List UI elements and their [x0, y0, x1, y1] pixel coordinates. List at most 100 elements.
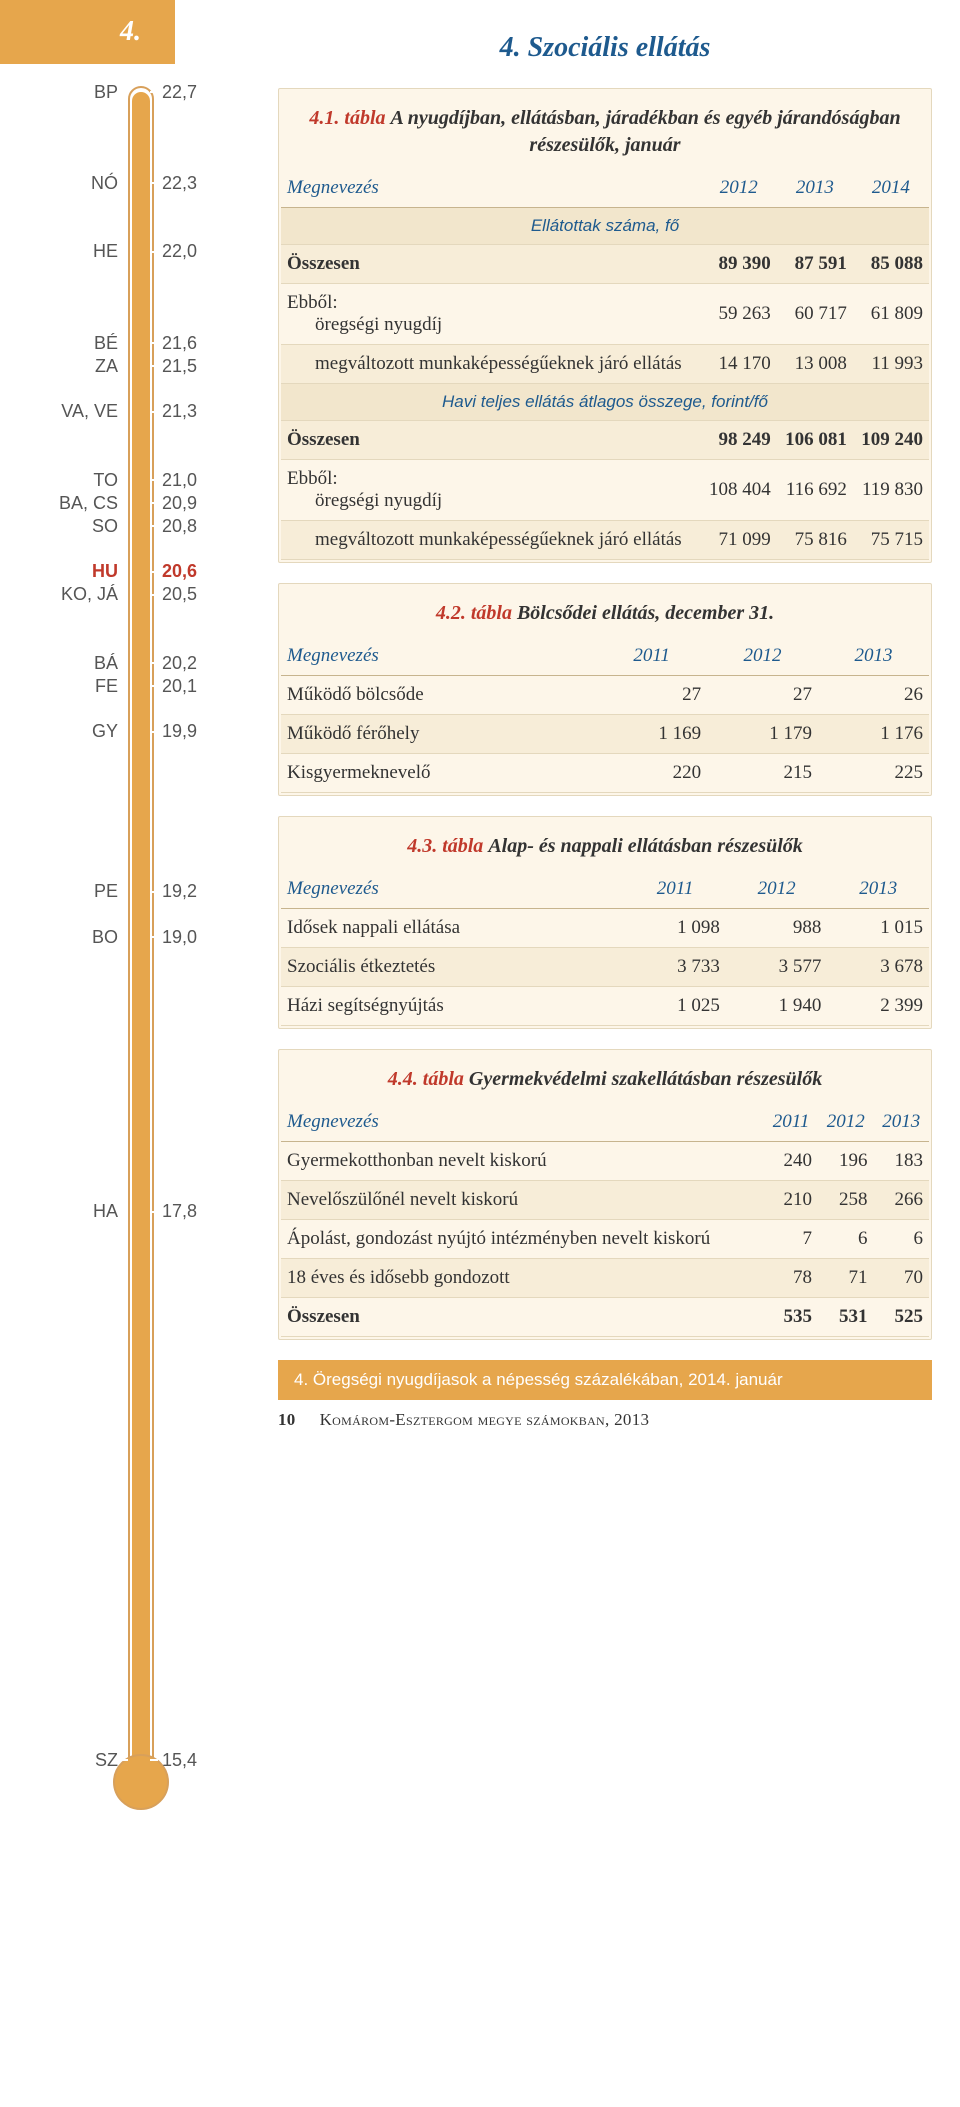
tick-label-left: HA	[93, 1201, 118, 1222]
row-label: Ebből:öregségi nyugdíj	[281, 460, 701, 521]
col-header: 2012	[818, 1103, 873, 1142]
col-header: 2012	[701, 169, 777, 208]
main-title: 4. Szociális ellátás	[278, 32, 932, 64]
tick-label-right: 21,3	[162, 401, 197, 422]
row-label: Gyermekotthonban nevelt kiskorú	[281, 1142, 764, 1181]
row-label: Ápolást, gondozást nyújtó intézményben n…	[281, 1220, 764, 1259]
tick-label-left: HE	[93, 241, 118, 262]
col-header: Megnevezés	[281, 169, 701, 208]
table-4-1-block: 4.1. tábla A nyugdíjban, ellátásban, jár…	[278, 88, 932, 563]
page-number: 10	[278, 1410, 296, 1430]
table-row: Ápolást, gondozást nyújtó intézményben n…	[281, 1220, 929, 1259]
tick-label-left: BP	[94, 82, 118, 103]
cell: 71	[818, 1259, 873, 1298]
cell: 119 830	[853, 460, 929, 521]
table-4-3-caption: 4.3. tábla Alap- és nappali ellátásban r…	[281, 833, 929, 860]
cell: 75 816	[777, 521, 853, 560]
table-row: Szociális étkeztetés3 7333 5773 678	[281, 948, 929, 987]
tick-label-right: 22,0	[162, 241, 197, 262]
cell: 220	[596, 754, 707, 793]
tick-label-left: ZA	[95, 356, 118, 377]
col-header: 2013	[873, 1103, 929, 1142]
cell: 1 098	[624, 909, 726, 948]
tick-label-right: 22,3	[162, 173, 197, 194]
table-4-3: Megnevezés201120122013Idősek nappali ell…	[281, 870, 929, 1026]
cell: 210	[764, 1181, 818, 1220]
cell: 266	[873, 1181, 929, 1220]
cell: 60 717	[777, 284, 853, 345]
col-header: Megnevezés	[281, 1103, 764, 1142]
cell: 1 015	[827, 909, 929, 948]
col-header: Megnevezés	[281, 637, 596, 676]
cell: 98 249	[701, 421, 777, 460]
tick-label-right: 17,8	[162, 1201, 197, 1222]
tick-label-left: NÓ	[91, 173, 118, 194]
cell: 13 008	[777, 345, 853, 384]
cell: 27	[596, 676, 707, 715]
cell: 3 678	[827, 948, 929, 987]
cell: 258	[818, 1181, 873, 1220]
cell: 1 176	[818, 715, 929, 754]
row-label: megváltozott munkaképességűeknek járó el…	[281, 345, 701, 384]
col-header: 2014	[853, 169, 929, 208]
table-row: Működő férőhely1 1691 1791 176	[281, 715, 929, 754]
cell: 75 715	[853, 521, 929, 560]
cell: 525	[873, 1298, 929, 1337]
cell: 87 591	[777, 245, 853, 284]
cell: 78	[764, 1259, 818, 1298]
col-header: 2012	[707, 637, 818, 676]
left-column: 4. BP22,7NÓ22,3HE22,0BÉ21,6ZA21,5VA, VE2…	[0, 0, 260, 1816]
table-4-4-block: 4.4. tábla Gyermekvédelmi szakellátásban…	[278, 1049, 932, 1340]
col-header: 2013	[777, 169, 853, 208]
tick-label-right: 20,6	[162, 561, 197, 582]
tick-label-right: 19,2	[162, 881, 197, 902]
row-label: Összesen	[281, 1298, 764, 1337]
table-4-2: Megnevezés201120122013Működő bölcsőde272…	[281, 637, 929, 793]
cell: 531	[818, 1298, 873, 1337]
row-label: Idősek nappali ellátása	[281, 909, 624, 948]
section-number: 4.	[120, 16, 141, 48]
cell: 85 088	[853, 245, 929, 284]
cell: 14 170	[701, 345, 777, 384]
cell: 1 940	[726, 987, 828, 1026]
thermo-bulb	[113, 1754, 169, 1810]
row-label: Kisgyermeknevelő	[281, 754, 596, 793]
table-row: Gyermekotthonban nevelt kiskorú240196183	[281, 1142, 929, 1181]
table-4-2-block: 4.2. tábla Bölcsődei ellátás, december 3…	[278, 583, 932, 796]
col-header: 2011	[624, 870, 726, 909]
table-row: Idősek nappali ellátása1 0989881 015	[281, 909, 929, 948]
row-label: Nevelőszülőnél nevelt kiskorú	[281, 1181, 764, 1220]
cell: 7	[764, 1220, 818, 1259]
cell: 109 240	[853, 421, 929, 460]
table-4-1-caption: 4.1. tábla A nyugdíjban, ellátásban, jár…	[281, 105, 929, 159]
table-row: Ebből:öregségi nyugdíj108 404116 692119 …	[281, 460, 929, 521]
cell: 106 081	[777, 421, 853, 460]
cell: 6	[873, 1220, 929, 1259]
table-4-4: Megnevezés201120122013Gyermekotthonban n…	[281, 1103, 929, 1337]
tick-label-right: 20,1	[162, 676, 197, 697]
tick-label-left: SZ	[95, 1750, 118, 1771]
row-label: Házi segítségnyújtás	[281, 987, 624, 1026]
col-header: 2012	[726, 870, 828, 909]
row-label: Szociális étkeztetés	[281, 948, 624, 987]
thermo-fill	[132, 92, 150, 1764]
subsection-header: Havi teljes ellátás átlagos összege, for…	[281, 384, 929, 421]
tick-label-left: TO	[93, 470, 118, 491]
section-number-box: 4.	[0, 0, 175, 64]
cell: 1 169	[596, 715, 707, 754]
cell: 3 577	[726, 948, 828, 987]
table-row: Nevelőszülőnél nevelt kiskorú210258266	[281, 1181, 929, 1220]
table-row: Összesen535531525	[281, 1298, 929, 1337]
table-row: 18 éves és idősebb gondozott787170	[281, 1259, 929, 1298]
cell: 215	[707, 754, 818, 793]
cell: 183	[873, 1142, 929, 1181]
row-label: Működő bölcsőde	[281, 676, 596, 715]
cell: 196	[818, 1142, 873, 1181]
cell: 988	[726, 909, 828, 948]
cell: 71 099	[701, 521, 777, 560]
col-header: 2013	[827, 870, 929, 909]
thermometer-chart: BP22,7NÓ22,3HE22,0BÉ21,6ZA21,5VA, VE21,3…	[0, 64, 260, 1816]
tick-label-left: BÁ	[94, 653, 118, 674]
tick-label-right: 20,2	[162, 653, 197, 674]
table-row: megváltozott munkaképességűeknek járó el…	[281, 521, 929, 560]
